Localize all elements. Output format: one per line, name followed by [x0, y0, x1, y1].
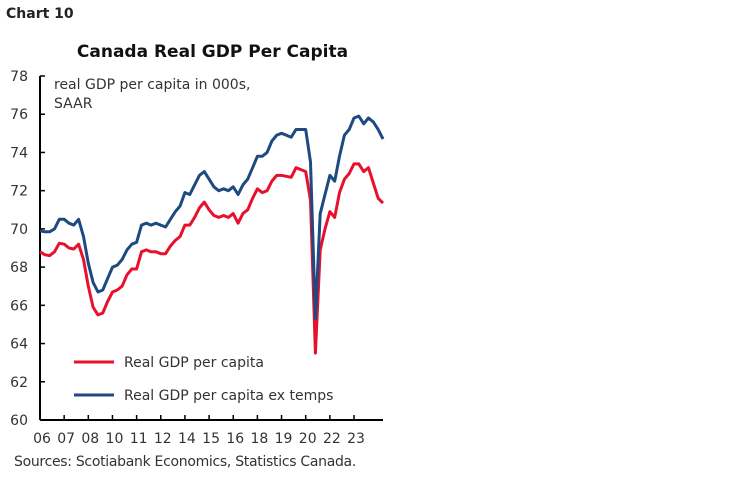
y-tick-label: 68 — [10, 260, 28, 276]
chart-number: Chart 10 — [6, 6, 74, 22]
y-axis-units-line-2: SAAR — [54, 96, 93, 112]
x-tick-label: 22 — [323, 431, 341, 447]
y-tick-label: 62 — [10, 375, 28, 391]
source-note: Sources: Scotiabank Economics, Statistic… — [14, 454, 356, 470]
chart-title: Canada Real GDP Per Capita — [76, 42, 349, 62]
x-tick-label: 18 — [250, 431, 268, 447]
legend-label: Real GDP per capita — [124, 355, 264, 371]
y-tick-label: 76 — [10, 107, 28, 123]
y-axis-units: real GDP per capita in 000s, SAAR — [54, 76, 284, 114]
x-tick-label: 20 — [299, 431, 317, 447]
x-tick-label: 23 — [347, 431, 365, 447]
x-tick-label: 06 — [33, 431, 51, 447]
x-tick-label: 15 — [202, 431, 220, 447]
x-tick-label: 14 — [178, 431, 196, 447]
x-tick-label: 07 — [57, 431, 75, 447]
x-tick-label: 10 — [106, 431, 124, 447]
legend-label: Real GDP per capita ex temps — [124, 388, 333, 404]
y-tick-label: 70 — [10, 222, 28, 238]
x-tick-label: 08 — [81, 431, 99, 447]
series-line-real-gdp-per-capita — [39, 162, 385, 355]
x-tick-label: 19 — [275, 431, 293, 447]
y-tick-label: 74 — [10, 145, 28, 161]
y-tick-label: 66 — [10, 298, 28, 314]
x-tick-label: 11 — [130, 431, 148, 447]
y-tick-label: 72 — [10, 184, 28, 200]
series-line-real-gdp-per-capita-ex-temps — [39, 114, 385, 321]
x-tick-label: 12 — [154, 431, 172, 447]
y-tick-label: 60 — [10, 413, 28, 429]
x-tick-label: 16 — [226, 431, 244, 447]
y-axis-units-line-1: real GDP per capita in 000s, — [54, 77, 251, 93]
y-tick-label: 64 — [10, 337, 28, 353]
y-tick-label: 78 — [10, 69, 28, 85]
